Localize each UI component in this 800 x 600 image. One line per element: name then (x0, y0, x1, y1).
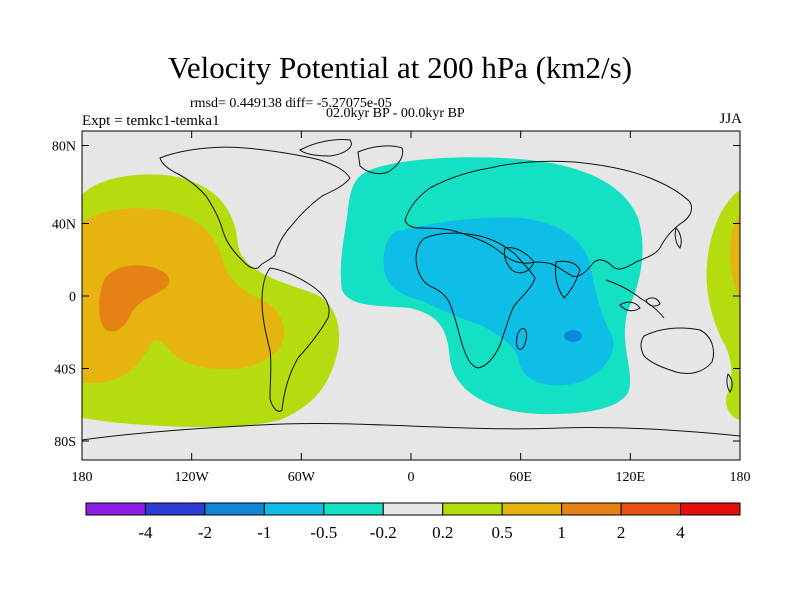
colorbar-label: -0.2 (370, 523, 397, 542)
colorbar-swatch (620, 502, 682, 516)
colorbar-swatch (382, 502, 444, 516)
x-tick-label: 0 (408, 470, 415, 485)
experiment-label: Expt = temkc1-temka1 (82, 113, 220, 129)
negative-contour-1 (564, 330, 582, 342)
x-tick-label: 180 (72, 470, 93, 485)
colorbar: -4 -2 -1 -0.5 -0.2 0.2 0.5 1 2 4 (85, 502, 741, 542)
period-line: 02.0kyr BP - 00.0kyr BP (326, 106, 465, 121)
colorbar-swatch (263, 502, 325, 516)
negative-contour-0.5 (383, 217, 614, 386)
coastlines (82, 139, 740, 441)
colorbar-swatch (561, 502, 622, 516)
colorbar-swatch (85, 502, 146, 516)
positive-contour-1 (99, 265, 170, 332)
positive-contour-0.5-east (729, 215, 740, 298)
season-label: JJA (719, 111, 742, 127)
x-tick-label: 60E (509, 470, 532, 485)
colorbar-label: 0.2 (432, 523, 453, 542)
colorbar-label: -2 (198, 523, 212, 542)
x-tick-label: 120W (175, 470, 210, 485)
colorbar-swatch (442, 502, 503, 516)
positive-contour-0.5 (82, 208, 285, 383)
colorbar-label: 4 (676, 523, 685, 542)
x-tick-label: 120E (616, 470, 646, 485)
y-tick-label: 80N (52, 140, 76, 155)
colorbar-swatch (680, 502, 741, 516)
colorbar-swatch (501, 502, 563, 516)
colorbar-swatch (204, 502, 265, 516)
colorbar-label: -4 (138, 523, 153, 542)
y-tick-label: 0 (69, 290, 76, 305)
colorbar-label: 0.5 (492, 523, 513, 542)
colorbar-label: 1 (557, 523, 566, 542)
x-tick-label: 180 (730, 470, 751, 485)
axis-ticks (81, 131, 741, 460)
colorbar-label: -0.5 (310, 523, 337, 542)
y-tick-label: 40S (54, 363, 76, 378)
y-tick-label: 40N (52, 218, 76, 233)
y-tick-label: 80S (54, 435, 76, 450)
colorbar-swatch (323, 502, 384, 516)
x-tick-label: 60W (288, 470, 316, 485)
colorbar-label: 2 (617, 523, 626, 542)
colorbar-swatch (144, 502, 206, 516)
colorbar-label: -1 (257, 523, 271, 542)
stats-line: rmsd= 0.449138 diff= -5.27075e-05 (190, 96, 392, 111)
axis-tick-labels: 80N 40N 0 40S 80S 180 120W 60W 0 60E 120E 180 (52, 140, 751, 486)
plot-title: Velocity Potential at 200 hPa (km2/s) (167, 50, 633, 85)
